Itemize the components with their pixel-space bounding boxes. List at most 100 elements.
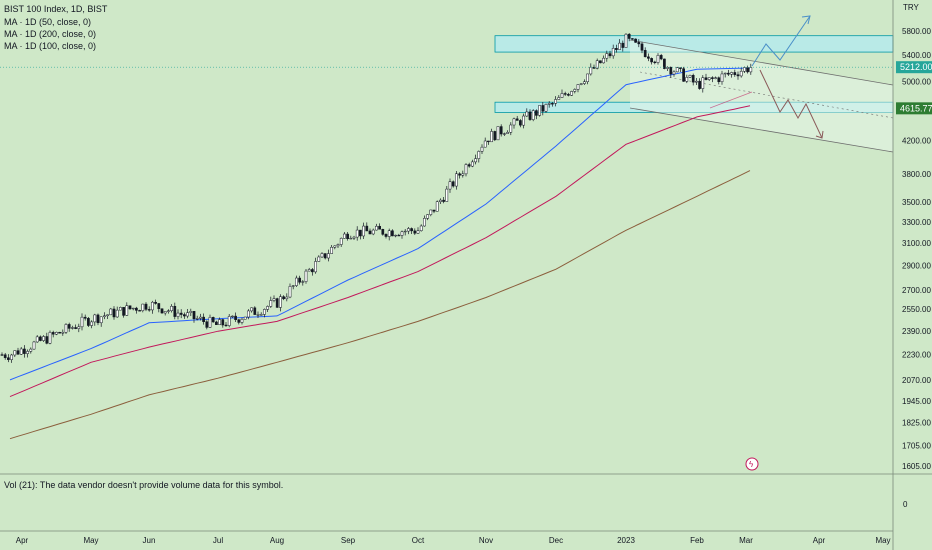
candle-body[interactable]: [263, 309, 266, 315]
candle-body[interactable]: [643, 50, 647, 58]
candle-body[interactable]: [599, 60, 602, 64]
candle-body[interactable]: [103, 315, 106, 318]
candle-body[interactable]: [311, 269, 314, 273]
candle-body[interactable]: [67, 324, 71, 329]
candle-body[interactable]: [272, 298, 276, 301]
candle-body[interactable]: [608, 53, 612, 57]
candle-body[interactable]: [432, 209, 436, 212]
candle-body[interactable]: [455, 173, 458, 187]
candle-body[interactable]: [368, 230, 372, 235]
candle-body[interactable]: [371, 229, 375, 235]
candle-body[interactable]: [106, 314, 109, 317]
candle-body[interactable]: [519, 120, 522, 126]
candle-body[interactable]: [458, 173, 461, 176]
candle-body[interactable]: [538, 105, 541, 116]
candle-body[interactable]: [93, 314, 97, 323]
candle-body[interactable]: [163, 311, 167, 314]
candle-body[interactable]: [83, 316, 87, 319]
ma200-line[interactable]: [9, 105, 751, 398]
candle-body[interactable]: [307, 269, 311, 272]
candle-body[interactable]: [221, 319, 225, 326]
candle-body[interactable]: [234, 315, 237, 320]
candle-body[interactable]: [80, 316, 84, 328]
candle-body[interactable]: [378, 225, 381, 230]
candle-body[interactable]: [573, 89, 577, 92]
candle-body[interactable]: [407, 228, 410, 232]
candle-body[interactable]: [423, 218, 426, 227]
candle-body[interactable]: [701, 77, 705, 89]
candle-body[interactable]: [55, 331, 58, 335]
projection-arrow[interactable]: [709, 91, 753, 109]
candle-body[interactable]: [602, 57, 605, 64]
candle-body[interactable]: [659, 55, 663, 60]
candle-body[interactable]: [151, 301, 154, 311]
candle-body[interactable]: [391, 230, 394, 237]
candle-body[interactable]: [589, 66, 593, 75]
candle-body[interactable]: [211, 317, 215, 323]
candle-body[interactable]: [349, 237, 353, 240]
candle-body[interactable]: [736, 74, 740, 77]
candle-body[interactable]: [266, 306, 269, 310]
legend-ma100[interactable]: MA · 1D (100, close, 0): [4, 41, 97, 51]
candle-body[interactable]: [730, 72, 733, 75]
candle-body[interactable]: [186, 312, 189, 317]
candle-body[interactable]: [317, 256, 321, 262]
candle-body[interactable]: [403, 230, 407, 233]
candle-body[interactable]: [669, 67, 673, 75]
candle-body[interactable]: [445, 188, 449, 202]
candle-body[interactable]: [247, 310, 250, 318]
candle-body[interactable]: [416, 230, 420, 234]
candle-body[interactable]: [295, 277, 298, 286]
candle-body[interactable]: [131, 307, 135, 310]
candle-body[interactable]: [746, 67, 749, 73]
candle-body[interactable]: [557, 97, 561, 100]
candle-body[interactable]: [419, 225, 423, 231]
candle-body[interactable]: [467, 164, 471, 167]
candle-body[interactable]: [128, 305, 132, 310]
candle-body[interactable]: [147, 309, 151, 311]
candle-body[interactable]: [179, 312, 183, 315]
candle-body[interactable]: [205, 321, 209, 328]
candle-body[interactable]: [125, 305, 129, 316]
candle-body[interactable]: [144, 303, 148, 310]
candle-body[interactable]: [560, 93, 564, 98]
candle-body[interactable]: [19, 348, 23, 355]
candle-body[interactable]: [451, 181, 455, 187]
candle-body[interactable]: [595, 60, 599, 69]
candle-body[interactable]: [253, 307, 257, 315]
candle-body[interactable]: [327, 253, 330, 259]
candle-body[interactable]: [135, 307, 138, 311]
candle-body[interactable]: [45, 336, 49, 344]
candle-body[interactable]: [691, 75, 695, 83]
candle-body[interactable]: [509, 124, 513, 133]
candle-body[interactable]: [240, 318, 244, 323]
candle-body[interactable]: [16, 350, 20, 355]
candle-body[interactable]: [461, 173, 465, 176]
candle-body[interactable]: [707, 77, 711, 80]
candle-body[interactable]: [259, 314, 263, 316]
candle-body[interactable]: [618, 42, 621, 50]
candle-body[interactable]: [506, 132, 509, 134]
candle-body[interactable]: [579, 83, 583, 85]
candle-body[interactable]: [544, 104, 548, 112]
candle-body[interactable]: [119, 307, 122, 311]
candle-body[interactable]: [64, 324, 68, 333]
candle-body[interactable]: [541, 105, 545, 112]
candle-body[interactable]: [285, 296, 289, 300]
candle-body[interactable]: [474, 158, 477, 163]
candle-body[interactable]: [375, 225, 378, 231]
candle-body[interactable]: [115, 309, 119, 318]
legend-ma50[interactable]: MA · 1D (50, close, 0): [4, 17, 92, 27]
candle-body[interactable]: [515, 118, 519, 121]
candle-body[interactable]: [320, 253, 324, 258]
candle-body[interactable]: [275, 298, 279, 308]
candle-body[interactable]: [304, 270, 308, 282]
candle-body[interactable]: [682, 68, 685, 82]
candle-body[interactable]: [362, 225, 365, 237]
candle-body[interactable]: [714, 77, 717, 79]
candle-body[interactable]: [301, 281, 305, 283]
candle-body[interactable]: [29, 348, 33, 352]
channel-upper-line[interactable]: [629, 39, 894, 86]
candle-body[interactable]: [717, 77, 721, 83]
candle-body[interactable]: [330, 247, 333, 254]
